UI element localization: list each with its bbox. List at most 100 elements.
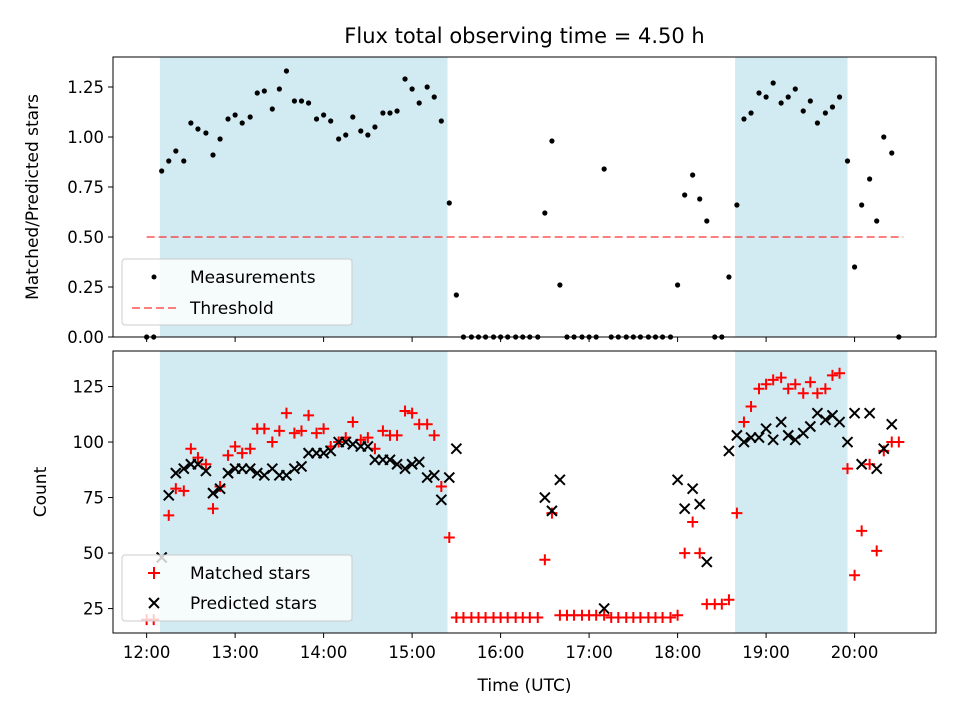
matched-star-point xyxy=(163,509,175,521)
predicted-star-point xyxy=(222,467,234,479)
predicted-star-points xyxy=(155,407,898,615)
matched-star-point xyxy=(399,405,411,417)
matched-star-point xyxy=(362,432,374,444)
y-tick-label: 75 xyxy=(83,489,104,508)
measurement-point xyxy=(859,202,865,208)
predicted-star-point xyxy=(399,462,411,475)
predicted-star-point xyxy=(671,474,684,486)
measurement-point xyxy=(682,192,688,198)
x-tick-label: 14:00 xyxy=(300,643,348,662)
measurement-point xyxy=(601,166,607,172)
measurement-point xyxy=(181,158,187,164)
matched-star-point xyxy=(767,374,779,386)
predicted-star-point xyxy=(324,445,337,457)
measurement-point xyxy=(269,106,275,112)
matched-star-point xyxy=(347,416,359,428)
matched-star-point xyxy=(811,387,823,399)
legend-label-threshold: Threshold xyxy=(189,299,274,319)
measurement-point xyxy=(697,196,703,202)
measurement-point xyxy=(851,264,858,270)
matched-star-point xyxy=(834,367,846,379)
x-tick-label: 19:00 xyxy=(742,643,790,662)
top-x-ticks xyxy=(146,337,856,342)
predicted-star-point xyxy=(678,502,691,515)
predicted-star-point xyxy=(428,469,440,482)
matched-star-point xyxy=(428,429,440,441)
measurement-point xyxy=(291,98,298,104)
measurement-point xyxy=(358,128,364,134)
predicted-star-point xyxy=(819,414,832,426)
predicted-star-point xyxy=(406,458,418,470)
measurement-point xyxy=(387,110,393,116)
measurement-point xyxy=(380,110,386,116)
legend-plus-marker xyxy=(148,567,160,579)
matched-star-point xyxy=(170,483,182,495)
matched-star-point xyxy=(598,609,610,621)
measurement-point xyxy=(431,94,437,100)
measurement-point xyxy=(549,138,555,144)
legend-label-predicted: Predicted stars xyxy=(190,594,317,614)
matched-star-point xyxy=(819,383,831,395)
matched-star-point xyxy=(738,416,750,428)
measurement-point xyxy=(203,130,209,136)
measurement-point xyxy=(756,90,762,96)
predicted-star-point xyxy=(288,462,301,475)
bottom-axes-frame xyxy=(112,350,937,634)
matched-star-point xyxy=(731,507,743,519)
predicted-star-point xyxy=(163,489,175,502)
matched-star-point xyxy=(207,503,219,515)
predicted-star-point xyxy=(760,423,772,435)
measurement-point xyxy=(763,94,769,100)
measurement-point xyxy=(704,218,710,224)
matched-star-point xyxy=(303,409,315,421)
matched-star-point xyxy=(753,383,765,395)
predicted-star-point xyxy=(214,482,226,495)
measurement-point xyxy=(557,282,563,288)
matched-star-point xyxy=(723,594,735,606)
measurement-point xyxy=(166,158,172,164)
matched-star-point xyxy=(760,378,772,390)
predicted-star-point xyxy=(878,442,890,455)
predicted-star-point xyxy=(170,467,182,479)
predicted-star-point xyxy=(413,456,425,468)
measurement-point xyxy=(283,68,290,74)
matched-star-point xyxy=(804,376,816,388)
matched-star-point xyxy=(893,436,905,448)
predicted-star-point xyxy=(347,438,359,450)
matched-star-point xyxy=(318,423,330,435)
predicted-star-point xyxy=(767,434,779,446)
legend-label-measurements: Measurements xyxy=(190,268,316,288)
measurement-point xyxy=(402,76,408,82)
matched-star-point xyxy=(789,378,801,390)
matched-star-point xyxy=(878,445,890,457)
measurement-point xyxy=(836,94,843,100)
measurement-point xyxy=(261,88,267,94)
measurement-point xyxy=(276,86,282,92)
matched-star-point xyxy=(185,443,197,455)
predicted-star-point xyxy=(244,462,256,475)
matched-star-point xyxy=(273,425,285,437)
predicted-star-point xyxy=(391,458,403,470)
matched-star-point xyxy=(214,480,226,492)
bottom-panel: 25 50 75 100 125 12:00 13:00 14:00 15:00 16:00 17… xyxy=(31,350,937,696)
measurement-point xyxy=(734,202,740,208)
predicted-star-point xyxy=(384,454,396,466)
matched-star-point xyxy=(665,611,677,623)
matched-star-point xyxy=(849,569,861,581)
legend-x-marker xyxy=(148,597,160,609)
measurement-point xyxy=(785,94,791,100)
measurement-point xyxy=(217,136,223,142)
top-axes-frame xyxy=(112,56,937,338)
x-tick-label: 13:00 xyxy=(211,643,259,662)
top-legend-box xyxy=(121,258,353,326)
measurement-point xyxy=(210,152,216,158)
measurement-point xyxy=(674,282,681,288)
y-tick-label: 25 xyxy=(83,600,104,619)
measurement-point xyxy=(844,158,851,164)
matched-star-point xyxy=(782,383,794,395)
measurement-point xyxy=(800,108,806,114)
measurement-point xyxy=(328,118,334,124)
legend-dot-marker xyxy=(151,274,157,280)
x-tick-label: 15:00 xyxy=(388,643,436,662)
measurement-point xyxy=(770,80,776,86)
